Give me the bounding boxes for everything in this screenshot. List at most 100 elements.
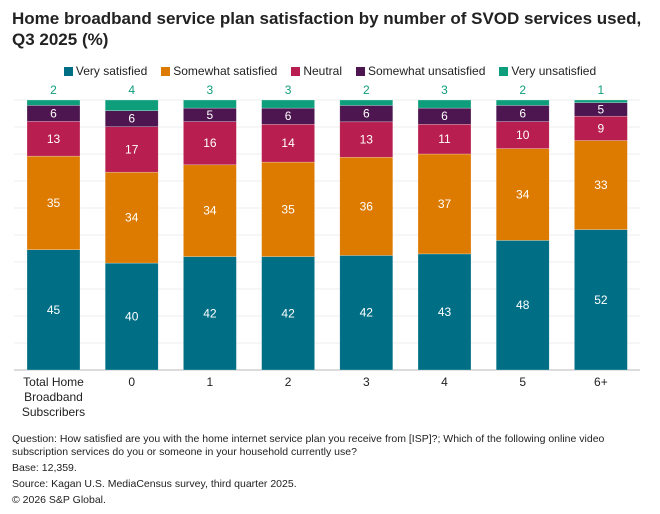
data-label: 52: [594, 293, 608, 307]
bar-segment: [26, 99, 81, 106]
data-label: 13: [360, 133, 374, 147]
bar-segment: [104, 262, 159, 371]
legend-item: Neutral: [291, 64, 342, 78]
data-label: 42: [360, 306, 374, 320]
bar-segment: [574, 140, 628, 230]
legend-swatch: [499, 66, 509, 76]
legend-swatch: [291, 66, 301, 76]
bar-segment: [26, 121, 81, 157]
data-label: 33: [594, 178, 608, 192]
bar-segment: [417, 153, 472, 255]
data-label: 11: [438, 132, 451, 146]
legend-item: Very satisfied: [63, 64, 148, 78]
legend: Very satisfied Somewhat satisfied Neutral S…: [0, 64, 660, 78]
data-label: 43: [438, 305, 452, 319]
bar-segment: [261, 99, 315, 109]
legend-swatch: [356, 66, 365, 76]
data-label: 16: [203, 136, 217, 150]
bar-segment: [339, 255, 394, 371]
bar-segment: [104, 99, 159, 111]
legend-label: Very unsatisfied: [511, 64, 597, 78]
x-tick-label: 6+: [594, 375, 608, 389]
data-label: 42: [203, 306, 217, 320]
data-label: 14: [281, 136, 295, 150]
x-tick-label: 2: [285, 375, 292, 389]
bar-segment: [26, 249, 81, 371]
bar-segment: [183, 164, 237, 257]
x-tick-label: Total Home Broadband Subscribers: [22, 375, 85, 419]
data-label: 35: [281, 202, 295, 216]
data-label: 5: [207, 108, 214, 122]
legend-item: Somewhat unsatisfied: [356, 64, 485, 78]
bar-segment: [417, 99, 472, 109]
data-label: 48: [516, 298, 530, 312]
footnotes: Question: How satisfied are you with the…: [12, 433, 652, 510]
data-label: 34: [516, 188, 530, 202]
data-label: 6: [285, 109, 292, 123]
legend-item: Somewhat satisfied: [161, 64, 277, 78]
copyright-note: © 2026 S&P Global.: [12, 494, 106, 506]
bar-segment: [183, 256, 237, 371]
legend-label: Very satisfied: [75, 64, 148, 78]
data-label: 40: [125, 310, 139, 324]
data-label: 35: [47, 196, 61, 210]
bar-segment: [574, 229, 628, 371]
data-label: 1: [598, 83, 605, 97]
legend-label: Somewhat unsatisfied: [368, 64, 486, 78]
legend-swatch: [161, 66, 171, 76]
data-label: 36: [360, 199, 374, 213]
data-label: 6: [50, 106, 57, 120]
base-note: Base: 12,359.: [12, 462, 77, 474]
data-label: 6: [519, 107, 526, 121]
chart-title: Home broadband service plan satisfaction…: [12, 9, 642, 49]
bar-segment: [104, 126, 159, 173]
data-label: 3: [441, 83, 448, 97]
data-label: 45: [47, 303, 61, 317]
x-tick-label: 4: [441, 375, 448, 389]
bar-segment: [574, 99, 628, 103]
data-label: 42: [281, 306, 295, 320]
data-label: 2: [363, 83, 370, 97]
data-label: 3: [285, 83, 292, 97]
data-label: 6: [128, 112, 135, 126]
data-label: 9: [598, 121, 605, 135]
data-label: 34: [125, 211, 139, 225]
bar-segment: [339, 157, 394, 256]
bar-segment: [183, 121, 237, 166]
data-label: 2: [50, 83, 57, 97]
bar-segment: [339, 121, 394, 158]
data-label: 3: [207, 83, 214, 97]
bar-segment: [261, 161, 315, 257]
bar-segment: [26, 155, 81, 250]
data-label: 6: [363, 107, 370, 121]
x-tick-label: 3: [363, 375, 370, 389]
legend-swatch: [63, 66, 73, 76]
legend-item: Very unsatisfied: [499, 64, 596, 78]
bar-segment: [495, 99, 550, 106]
question-note: Question: How satisfied are you with the…: [12, 433, 605, 458]
bar-segment: [261, 256, 315, 371]
bar-segment: [104, 171, 159, 264]
data-label: 13: [47, 132, 61, 146]
data-label: 37: [438, 197, 452, 211]
data-label: 34: [203, 204, 217, 218]
legend-label: Neutral: [303, 64, 342, 78]
bar-segment: [574, 115, 628, 141]
x-tick-label: 0: [128, 375, 135, 389]
bar-segment: [261, 124, 315, 163]
data-label: 5: [598, 102, 605, 116]
bar-segment: [183, 99, 237, 109]
source-note: Source: Kagan U.S. MediaCensus survey, t…: [12, 478, 297, 490]
bar-segment: [339, 99, 394, 106]
data-label: 17: [125, 142, 139, 156]
bar-segment: [495, 148, 550, 241]
bar-segment: [417, 124, 472, 155]
x-tick-label: 1: [207, 375, 214, 389]
data-label: 4: [128, 83, 135, 97]
legend-label: Somewhat satisfied: [173, 64, 278, 78]
data-label: 2: [519, 83, 526, 97]
data-label: 6: [441, 109, 448, 123]
x-tick-label: 5: [519, 375, 526, 389]
